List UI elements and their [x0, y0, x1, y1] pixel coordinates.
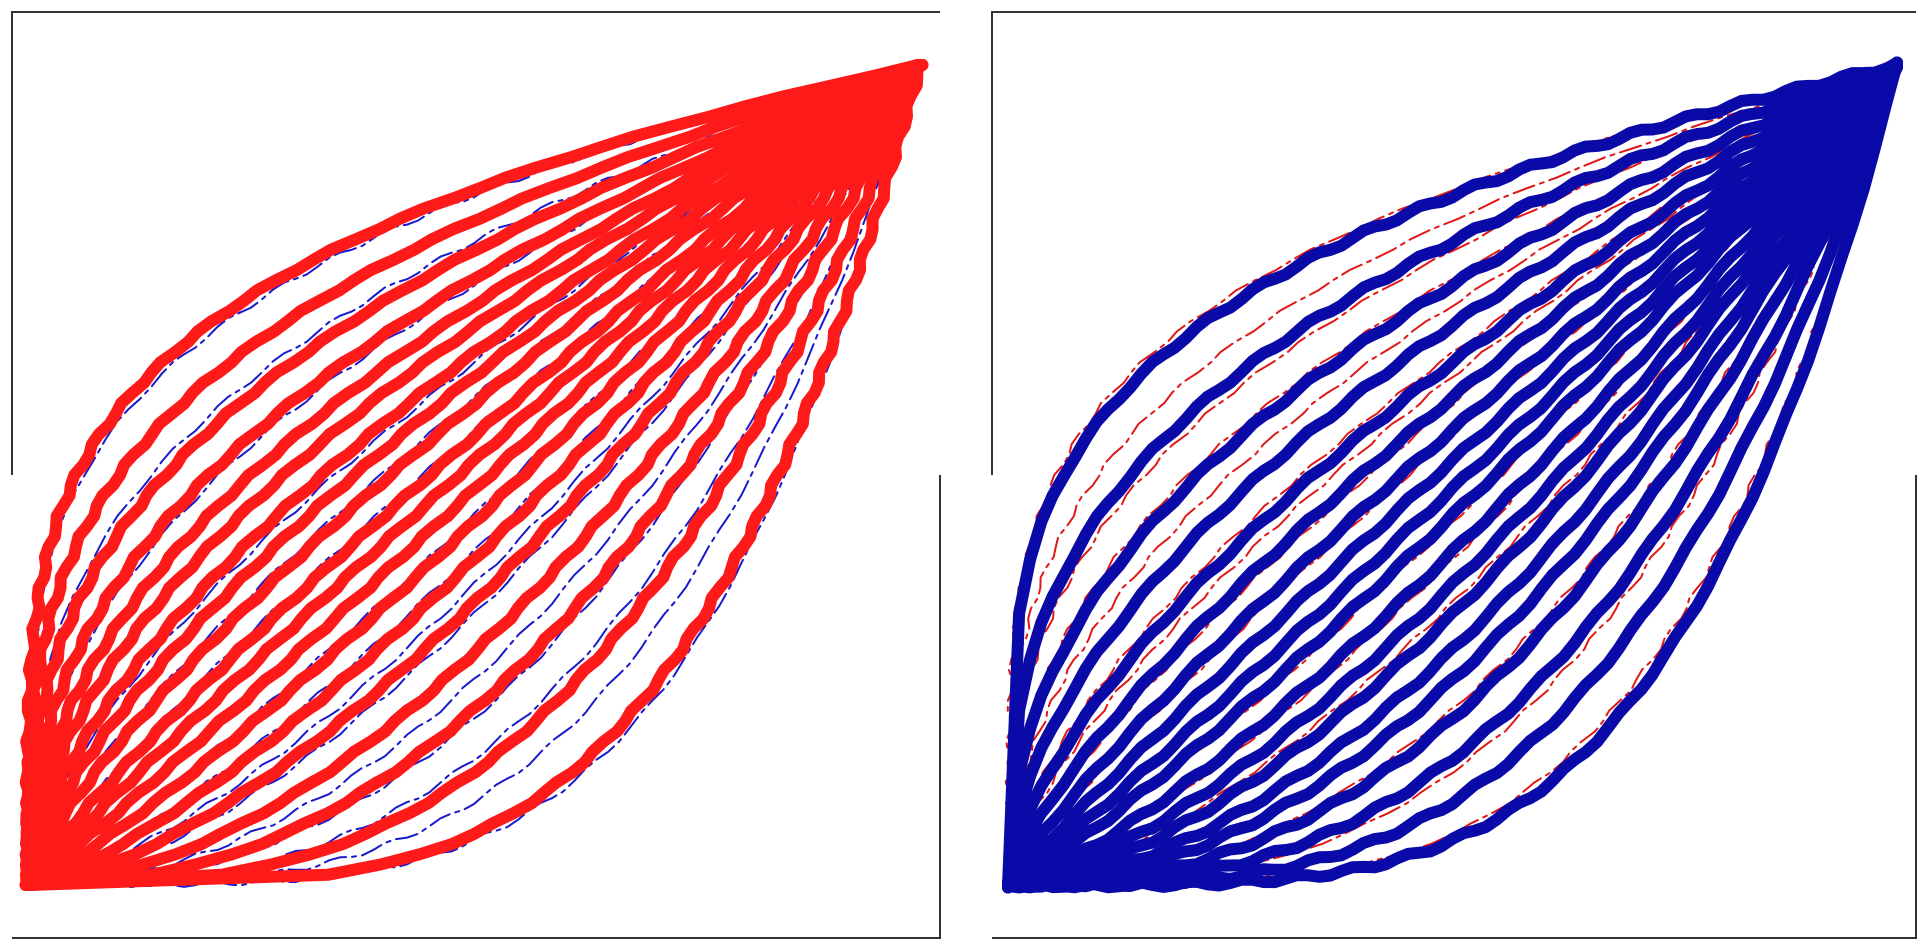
- right-solid-curve-3: [1002, 56, 1903, 893]
- left-solid-curve-12: [19, 59, 929, 891]
- left-solid-curve-1: [23, 59, 924, 891]
- left-panel-frame: [11, 11, 941, 939]
- left-solid-curve-3: [24, 59, 925, 891]
- right-solid-curve-15: [1002, 61, 1903, 893]
- right-dashed-curve-12: [1004, 64, 1901, 886]
- right-solid-curve-11: [1002, 58, 1903, 893]
- right-solid-curve-10: [1002, 57, 1903, 893]
- right-solid-curve-13: [1002, 59, 1903, 891]
- right-panel-frame: [991, 11, 1917, 939]
- left-solid-curve-13: [19, 59, 928, 891]
- left-solid-curve-7: [23, 59, 927, 891]
- left-solid-curve-2: [24, 59, 924, 891]
- left-solid-curve-6: [23, 59, 926, 891]
- right-solid-curve-9: [1002, 57, 1903, 894]
- left-solid-curve-19: [19, 59, 924, 891]
- right-solid-curve-6: [1002, 56, 1903, 894]
- right-dashed-curve-19: [1004, 64, 1896, 886]
- right-solid-curve-8: [1002, 57, 1903, 894]
- right-solid-curve-4: [1002, 56, 1903, 894]
- right-solid-curve-19: [1002, 57, 1903, 894]
- left-solid-curve-4: [24, 59, 925, 891]
- left-solid-curve-11: [20, 59, 929, 891]
- left-panel: [11, 11, 941, 939]
- left-dashed-curve-6: [27, 61, 921, 889]
- right-solid-curve-12: [1002, 59, 1903, 892]
- left-solid-curve-8: [22, 59, 928, 891]
- right-solid-curve-7: [1002, 56, 1903, 894]
- right-dashed-curve-2: [1009, 64, 1896, 886]
- left-solid-curve-10: [21, 59, 929, 891]
- right-dashed-curve-15: [1005, 64, 1897, 886]
- left-solid-curve-9: [22, 59, 928, 891]
- right-solid-curve-2: [1002, 56, 1903, 893]
- right-solid-curve-5: [1002, 56, 1903, 894]
- left-solid-curve-16: [20, 59, 924, 891]
- right-panel-solid-curves: [1002, 56, 1903, 894]
- left-panel-solid-curves: [19, 59, 929, 891]
- right-panel: [991, 11, 1917, 939]
- right-solid-curve-14: [1002, 60, 1903, 892]
- left-solid-curve-14: [20, 59, 926, 891]
- left-solid-curve-15: [20, 59, 925, 891]
- left-solid-curve-5: [24, 59, 926, 891]
- right-solid-curve-1: [1002, 57, 1903, 893]
